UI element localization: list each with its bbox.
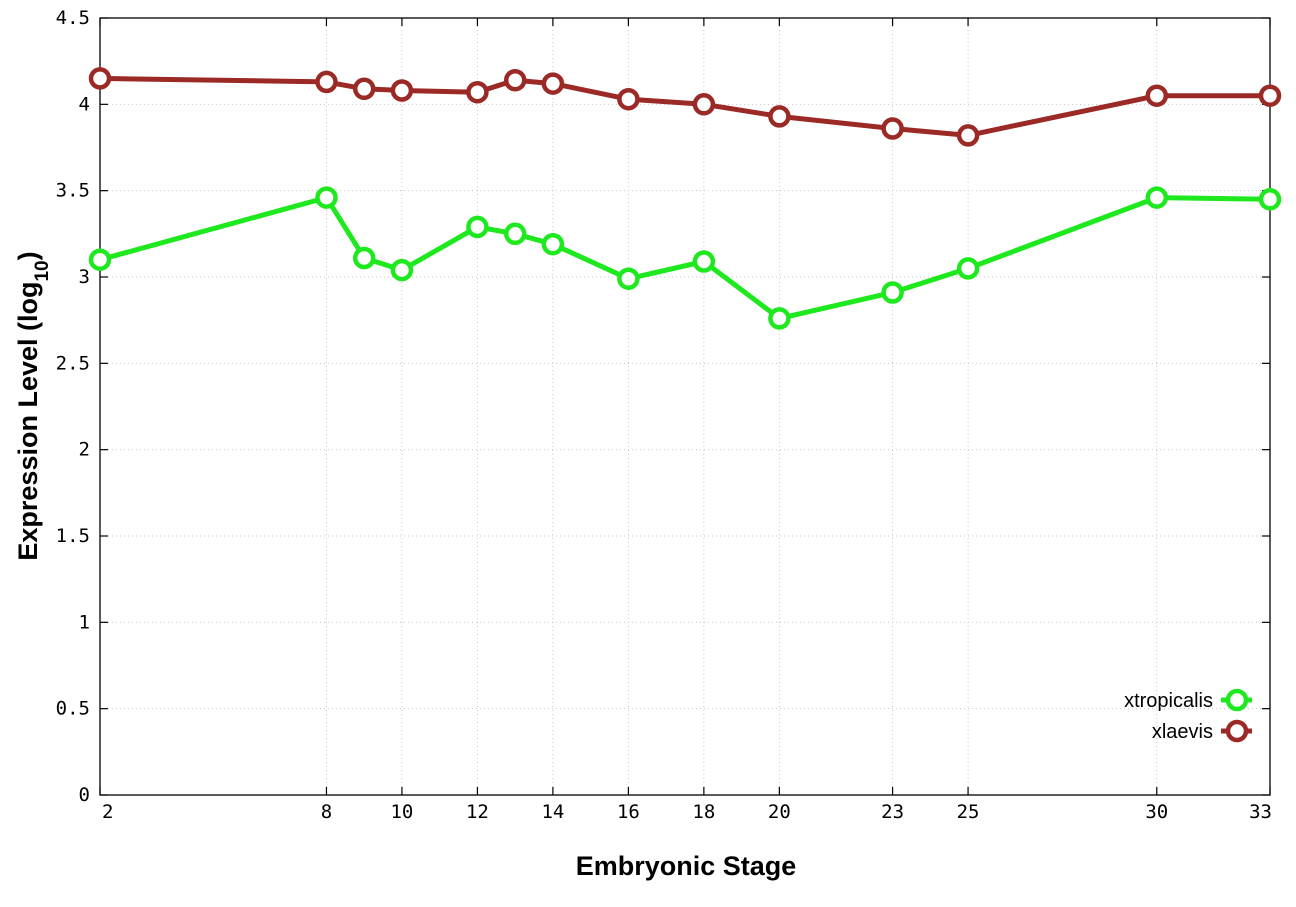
x-tick-label: 10 [390, 801, 413, 823]
legend-label: xlaevis [1152, 721, 1213, 743]
series-line [97, 75, 1273, 138]
data-point [390, 258, 414, 282]
legend-item-xlaevis: xlaevis [1152, 719, 1252, 743]
y-axis-tick-labels: 0 0.5 1 1.5 2 2.5 3 3.5 4 4.5 [56, 7, 90, 806]
series-line [97, 195, 1273, 321]
x-tick-label: 33 [1249, 801, 1272, 823]
series-xlaevis [88, 67, 1282, 147]
y-tick-label: 3 [79, 266, 90, 288]
x-tick-label: 23 [881, 801, 904, 823]
x-tick-label: 12 [466, 801, 489, 823]
series-xtropicalis [88, 186, 1282, 330]
y-tick-label: 4 [79, 93, 90, 115]
x-axis-title: Embryonic Stage [576, 851, 797, 881]
x-tick-label: 20 [768, 801, 791, 823]
y-tick-label: 3.5 [56, 180, 90, 202]
data-point [1258, 188, 1282, 211]
data-point [768, 307, 791, 330]
x-tick-label: 2 [102, 801, 113, 823]
data-point [503, 222, 527, 246]
data-point [88, 248, 112, 271]
data-point [541, 72, 565, 95]
y-axis-title-close: ) [13, 251, 43, 260]
data-point [617, 267, 640, 290]
data-point [352, 77, 376, 101]
data-point [692, 250, 716, 273]
data-point [466, 215, 489, 239]
plot-frame [99, 17, 1271, 796]
data-point [956, 257, 980, 280]
data-point [315, 70, 338, 94]
data-point [617, 87, 640, 111]
data-point [390, 79, 414, 102]
x-tick-label: 8 [321, 801, 332, 823]
x-tick-label: 30 [1145, 801, 1168, 823]
data-point [541, 232, 565, 256]
legend-label: xtropicalis [1124, 690, 1213, 712]
y-tick-label: 1.5 [56, 525, 90, 547]
data-point [1258, 84, 1282, 107]
y-tick-label: 1 [79, 611, 90, 633]
data-point [1145, 84, 1169, 107]
y-axis-title: Expression Level (log10) [13, 251, 53, 560]
y-tick-label: 2 [79, 439, 90, 461]
data-point [881, 281, 904, 304]
y-axis-title-subscript: 10 [32, 260, 53, 281]
legend-marker [1225, 719, 1249, 743]
y-tick-label: 2.5 [56, 352, 90, 374]
data-point [1145, 186, 1169, 209]
y-tick-label: 4.5 [56, 7, 90, 29]
data-point [315, 186, 338, 209]
data-point [768, 105, 791, 128]
legend-item-xtropicalis: xtropicalis [1124, 688, 1252, 712]
y-tick-label: 0 [79, 784, 90, 806]
x-tick-label: 16 [617, 801, 640, 823]
legend: xtropicalis xlaevis [1124, 688, 1252, 743]
x-axis-tick-labels: 2 8 10 12 14 16 18 20 23 25 30 33 [102, 801, 1272, 823]
axis-ticks [99, 17, 1271, 796]
legend-marker [1225, 688, 1249, 712]
series-layer [88, 67, 1282, 330]
y-tick-label: 0.5 [56, 698, 90, 720]
data-point [466, 80, 489, 104]
x-tick-label: 14 [541, 801, 564, 823]
data-point [881, 117, 904, 140]
data-point [352, 246, 376, 270]
grid-lines [100, 18, 1270, 795]
data-point [503, 68, 527, 92]
y-axis-title-main: Expression Level (log [13, 282, 43, 561]
x-tick-label: 18 [692, 801, 715, 823]
data-point [692, 93, 716, 116]
x-tick-label: 25 [957, 801, 980, 823]
data-point [956, 124, 980, 147]
data-point [88, 67, 112, 90]
